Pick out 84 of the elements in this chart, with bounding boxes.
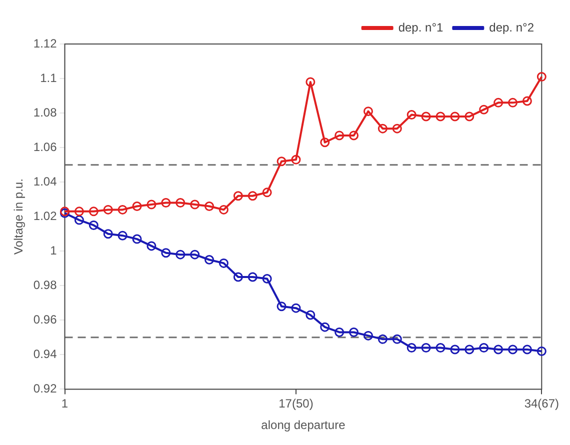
point (306, 77, 316, 87)
x-tick-label: 1 (61, 396, 68, 411)
x-tick-label: 34(67) (524, 396, 560, 411)
point (464, 112, 474, 122)
point (406, 110, 416, 120)
legend-label: dep. n°1 (398, 20, 444, 34)
y-tick-label: 0.98 (33, 278, 58, 292)
point (204, 201, 214, 211)
point (190, 250, 200, 260)
point (88, 206, 98, 216)
point (363, 106, 373, 116)
point (334, 327, 344, 337)
point (291, 154, 301, 164)
point (479, 104, 489, 114)
point (363, 330, 373, 340)
point (233, 272, 243, 282)
point (494, 98, 504, 108)
point (161, 198, 171, 208)
y-tick-label: 0.92 (33, 382, 58, 396)
point (392, 124, 402, 134)
y-axis-title: Voltage in p.u. (12, 178, 26, 255)
point (248, 191, 258, 201)
point (349, 130, 359, 140)
point (536, 346, 546, 356)
point (276, 156, 286, 166)
point (421, 343, 431, 353)
point (248, 272, 258, 282)
point (132, 201, 142, 211)
point (536, 72, 546, 82)
point (494, 344, 504, 354)
point (436, 343, 446, 353)
y-tick-label: 1 (50, 243, 58, 258)
point (306, 310, 316, 320)
point (176, 250, 186, 260)
x-axis-title: along departure (261, 418, 346, 432)
point (436, 112, 446, 122)
point (146, 241, 156, 251)
y-tick-label: 1.02 (33, 208, 58, 223)
point (118, 204, 128, 214)
point (218, 258, 228, 268)
point (464, 344, 474, 354)
y-tick-label: 0.94 (33, 346, 58, 361)
point (74, 206, 84, 216)
point (508, 98, 518, 108)
point (103, 229, 113, 239)
point (218, 204, 228, 214)
point (176, 198, 186, 208)
point (262, 274, 272, 284)
point (320, 138, 330, 148)
point (392, 334, 402, 344)
point (522, 344, 532, 354)
point (190, 200, 200, 210)
y-tick-label: 1.12 (33, 36, 58, 50)
point (320, 322, 330, 332)
point (88, 220, 98, 230)
y-tick-label: 1.06 (33, 140, 58, 154)
point (406, 343, 416, 353)
x-tick-label: 17(50) (278, 396, 314, 411)
point (146, 200, 156, 210)
y-tick-label: 1.04 (33, 174, 58, 188)
point (378, 124, 388, 134)
point (161, 248, 171, 258)
legend-label: dep. n°2 (489, 20, 534, 34)
point (118, 230, 128, 240)
point (522, 96, 532, 106)
point (233, 191, 243, 201)
point (508, 344, 518, 354)
y-tick-label: 0.96 (33, 312, 58, 326)
point (132, 234, 142, 244)
point (276, 302, 286, 312)
point (378, 334, 388, 344)
point (204, 255, 214, 264)
point (349, 327, 359, 337)
point (479, 343, 489, 353)
point (291, 303, 301, 313)
point (334, 130, 344, 140)
point (450, 112, 460, 122)
point (262, 188, 272, 198)
y-tick-label: 1.1 (40, 70, 58, 85)
point (74, 215, 84, 225)
point (450, 344, 460, 354)
point (421, 112, 431, 122)
point (103, 204, 113, 214)
y-tick-label: 1.08 (33, 105, 58, 120)
